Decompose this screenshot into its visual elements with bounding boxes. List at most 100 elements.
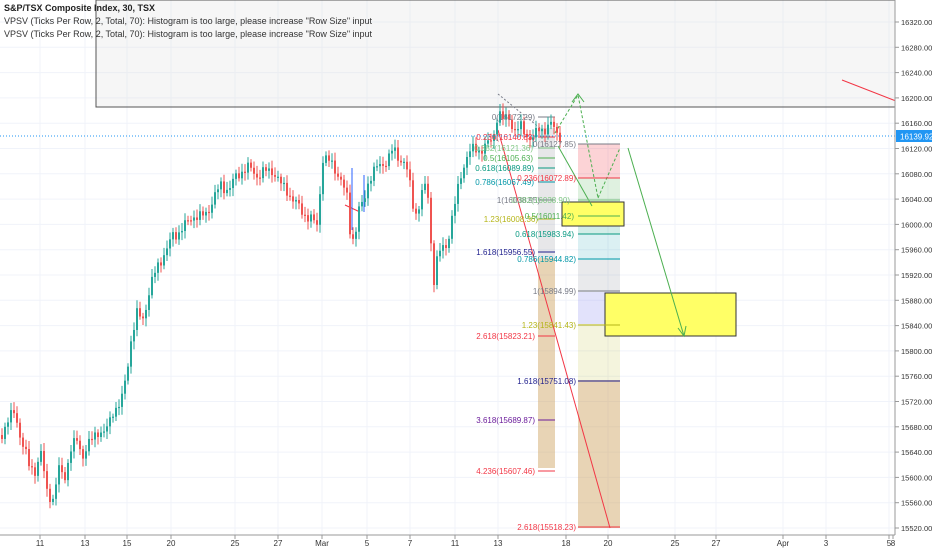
candle [109,411,111,435]
candle [25,439,27,455]
fib-level-label: 0.618(15983.94) [515,230,574,239]
price-tick-label: 16120.00 [901,145,932,154]
candle [301,195,303,219]
candle [298,194,300,210]
time-tick-label: 25 [671,539,680,548]
candle [307,208,309,230]
chart-legend: S&P/TSX Composite Index, 30, TSX VPSV (T… [4,2,372,41]
candle [34,462,36,484]
candle [55,477,57,506]
candle [112,413,114,423]
candle [355,227,357,247]
price-axis[interactable]: 16320.00 16280.00 16240.00 16200.00 16160.00… [894,0,932,550]
candle [406,155,408,178]
price-tick-label: 16160.00 [901,119,932,128]
candlestick-series[interactable] [1,103,561,509]
price-tick-label: 15600.00 [901,473,932,482]
fib-level-label: 3.618(15689.87) [476,416,535,425]
candle [415,203,417,220]
projection-arrow-up [571,93,585,103]
candle [88,431,90,456]
rectangle-drawing[interactable] [95,0,897,108]
candle [94,426,96,448]
candle [382,156,384,174]
fib-level-label: 1.618(15751.08) [517,377,576,386]
candle [229,180,231,197]
candle [121,385,123,415]
fib-level-lines [538,116,620,528]
projection-zone-grey [578,260,620,292]
candle [142,312,144,325]
candle [403,158,405,170]
candle [190,215,192,226]
candle [304,206,306,223]
candle [181,222,183,241]
candle [106,418,108,440]
drawings [95,0,897,529]
candle [43,443,45,479]
candle [175,227,177,244]
candle [424,175,426,194]
candle [400,155,402,166]
candle [97,429,99,445]
candle [70,444,72,471]
candle [211,196,213,219]
candle [196,209,198,228]
symbol-title[interactable]: S&P/TSX Composite Index, 30, TSX [4,3,156,13]
highlight-box-lower[interactable] [604,292,737,337]
candle [412,172,414,212]
projection-zone-left-lower [538,258,555,468]
candle [118,399,120,416]
candle [274,167,276,182]
candle [328,150,330,168]
trend-line-red[interactable] [497,129,611,529]
fib-level-label: 0(16172.29) [492,113,535,122]
candle [385,160,387,172]
candle [145,304,147,327]
candle [349,184,351,239]
projection-line-short [557,145,593,207]
candle [475,137,477,157]
candle [379,156,381,174]
candle [193,210,195,229]
price-tick-label: 16280.00 [901,43,932,52]
candle [445,239,447,256]
candle [460,172,462,190]
candle [262,161,264,183]
candle [163,247,165,270]
time-tick-label: 5 [887,539,892,548]
highlight-box-upper[interactable] [561,201,625,227]
candle [154,266,156,284]
time-tick-label: 13 [494,539,503,548]
price-tick-label: 15920.00 [901,271,932,280]
time-tick-label: 3 [824,539,829,548]
candle [286,175,288,201]
candle [343,174,345,196]
projection-path-dashed-top [497,93,541,129]
candle [67,459,69,487]
fib-level-label: 0.786(16067.49) [475,178,534,187]
candle [529,130,531,148]
candle [322,156,324,201]
candle [235,169,237,186]
indicator-vpsv-1[interactable]: VPSV (Ticks Per Row, 2, Total, 70): Hist… [4,16,373,26]
candle [463,164,465,183]
trend-line-red-upper[interactable] [841,79,897,102]
fib-level-label: 2.618(15823.21) [476,332,535,341]
projection-arrow-right[interactable] [627,147,685,337]
candle [289,187,291,201]
candle [178,225,180,245]
candle [364,190,366,207]
time-tick-label: 11 [451,539,460,548]
time-tick-label: 15 [123,539,132,548]
projection-zone-lower [578,380,620,528]
indicator-vpsv-2[interactable]: VPSV (Ticks Per Row, 2, Total, 70): Hist… [4,29,373,39]
time-tick-label: 27 [274,539,283,548]
candle [430,191,432,252]
candle [361,194,363,212]
time-tick-label: 11 [36,539,45,548]
time-axis[interactable]: 11 13 15 20 25 27 Mar 5 7 11 13 18 20 25 27 Apr 3 5 8 [0,534,896,548]
candle [28,441,30,471]
candle [220,177,222,198]
